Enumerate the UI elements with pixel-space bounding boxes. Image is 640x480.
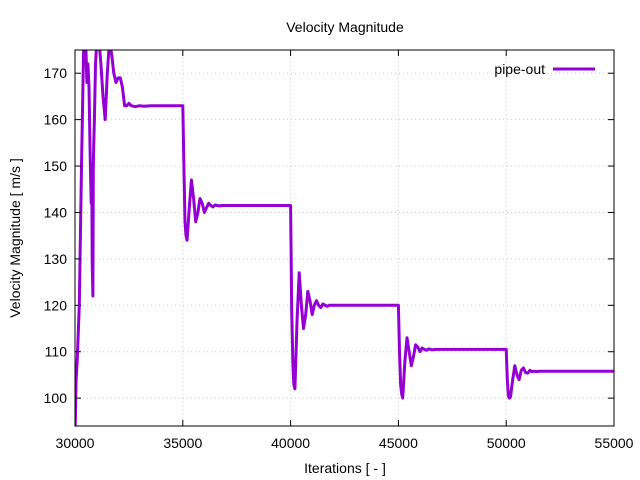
series-layer: [75, 50, 614, 426]
x-tick-label: 35000: [163, 435, 202, 451]
y-tick-label: 110: [45, 344, 68, 360]
x-tick-label: 50000: [487, 435, 526, 451]
series-line-pipe-out: [75, 50, 614, 426]
legend: pipe-out: [494, 61, 595, 77]
x-tick-label: 55000: [595, 435, 634, 451]
y-tick-label: 160: [44, 112, 68, 128]
y-tick-label: 120: [44, 297, 68, 313]
legend-label: pipe-out: [494, 61, 545, 77]
x-axis-label: Iterations [ - ]: [304, 460, 386, 476]
y-tick-label: 140: [44, 204, 68, 220]
x-tick-label: 30000: [56, 435, 95, 451]
y-tick-label: 100: [44, 390, 68, 406]
chart-title: Velocity Magnitude: [286, 19, 404, 35]
plot-frame: [74, 49, 615, 427]
x-tick-label: 40000: [271, 435, 310, 451]
y-tick-label: 170: [44, 65, 68, 81]
x-tick-label: 45000: [379, 435, 418, 451]
y-axis-label: Velocity Magnitude [ m/s ]: [7, 158, 23, 318]
tick-marks: [74, 50, 615, 426]
y-tick-label: 130: [44, 251, 68, 267]
tick-labels: 30000 35000 40000 45000 50000 55000 100 110 120 1…: [44, 65, 634, 451]
y-tick-label: 150: [44, 158, 68, 174]
